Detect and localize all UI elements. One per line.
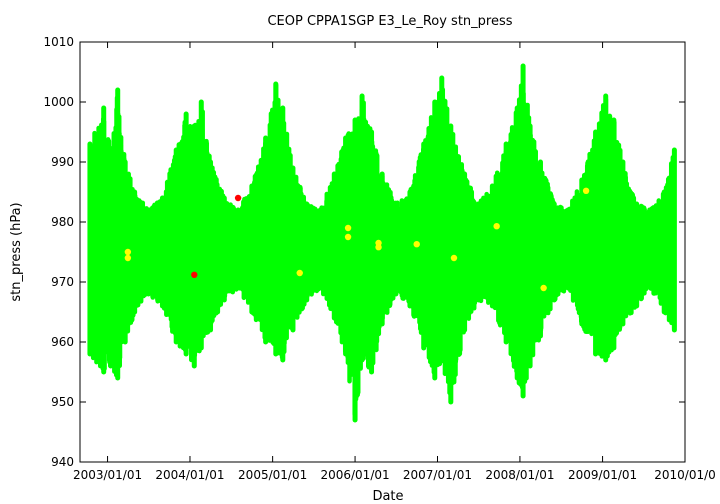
data-point-yellow — [375, 244, 382, 251]
data-point-yellow — [296, 269, 303, 277]
x-tick-label: 2009/01/01 — [568, 468, 637, 482]
data-point-yellow — [582, 187, 590, 194]
data-point-yellow — [493, 223, 500, 230]
x-tick-label: 2004/01/01 — [155, 468, 224, 482]
x-axis: 2003/01/01 2004/01/01 2005/01/01 2006/01/01… — [73, 42, 716, 482]
data-point-yellow — [344, 224, 352, 232]
chart-title: CEOP CPPA1SGP E3_Le_Roy stn_press — [267, 14, 512, 29]
y-tick-label: 960 — [51, 335, 74, 349]
y-axis-label: stn_press (hPa) — [9, 202, 24, 301]
data-point-yellow — [124, 248, 132, 256]
plot-points — [87, 63, 677, 423]
data-point-red — [234, 194, 242, 202]
y-tick-label: 990 — [51, 155, 74, 169]
data-point-yellow — [344, 233, 352, 241]
x-axis-label: Date — [372, 489, 403, 504]
y-tick-label: 970 — [51, 275, 74, 289]
y-axis: 940 950 960 970 980 990 1000 1010 — [43, 35, 685, 469]
data-point-red — [191, 271, 198, 278]
y-tick-label: 940 — [51, 455, 74, 469]
y-tick-label: 950 — [51, 395, 74, 409]
data-point-yellow — [124, 254, 132, 262]
x-tick-label: 2005/01/01 — [238, 468, 307, 482]
x-tick-label: 2003/01/01 — [73, 468, 142, 482]
plot-frame — [79, 41, 686, 463]
x-tick-label: 2007/01/01 — [403, 468, 472, 482]
y-tick-label: 980 — [51, 215, 74, 229]
y-tick-label: 1000 — [43, 95, 74, 109]
data-point-yellow — [413, 241, 420, 248]
data-point-yellow — [450, 254, 458, 262]
y-tick-label: 1010 — [43, 35, 74, 49]
x-tick-label: 2008/01/01 — [485, 468, 554, 482]
x-tick-label: 2010/01/0 — [654, 468, 716, 482]
data-point-yellow — [540, 284, 547, 292]
x-tick-label: 2006/01/01 — [320, 468, 389, 482]
